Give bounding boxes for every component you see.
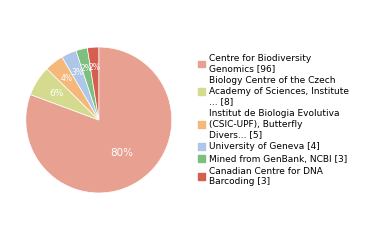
Text: 3%: 3% <box>71 68 83 77</box>
Wedge shape <box>26 47 172 193</box>
Wedge shape <box>62 51 99 120</box>
Text: 80%: 80% <box>110 148 133 158</box>
Text: 4%: 4% <box>60 74 73 83</box>
Text: 6%: 6% <box>50 89 64 98</box>
Text: 2%: 2% <box>89 63 101 72</box>
Wedge shape <box>30 69 99 120</box>
Text: 2%: 2% <box>81 65 92 73</box>
Legend: Centre for Biodiversity
Genomics [96], Biology Centre of the Czech
Academy of Sc: Centre for Biodiversity Genomics [96], B… <box>198 54 349 186</box>
Wedge shape <box>87 47 99 120</box>
Wedge shape <box>76 48 99 120</box>
Wedge shape <box>47 57 99 120</box>
